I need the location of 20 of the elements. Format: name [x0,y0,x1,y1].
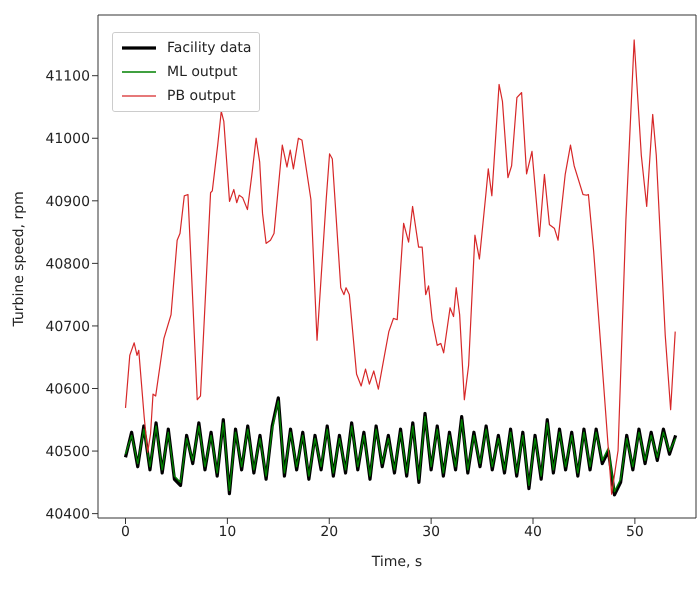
y-tick-label: 41100 [45,68,90,85]
x-tick-label: 40 [524,524,542,540]
x-tick-label: 10 [218,524,236,540]
y-tick-label: 40400 [45,506,90,523]
x-tick-label: 0 [121,524,130,540]
y-tick-label: 40500 [45,444,90,460]
x-tick-label: 30 [422,524,440,540]
y-tick-label: 41000 [45,131,90,148]
y-tick-label: 40800 [45,256,90,272]
y-tick-label: 40600 [45,381,90,398]
y-axis-title: Turbine speed, rpm [10,191,27,328]
legend-label: Facility data [167,39,252,58]
line-series [124,39,676,495]
y-tick-label: 40900 [45,194,90,210]
legend-label: ML output [167,63,238,82]
x-tick-label: 50 [626,524,644,540]
legend-label: PB output [167,87,236,106]
x-axis-title: Time, s [370,554,422,570]
y-tick-label: 40700 [45,318,90,335]
x-tick-label: 20 [320,524,338,540]
